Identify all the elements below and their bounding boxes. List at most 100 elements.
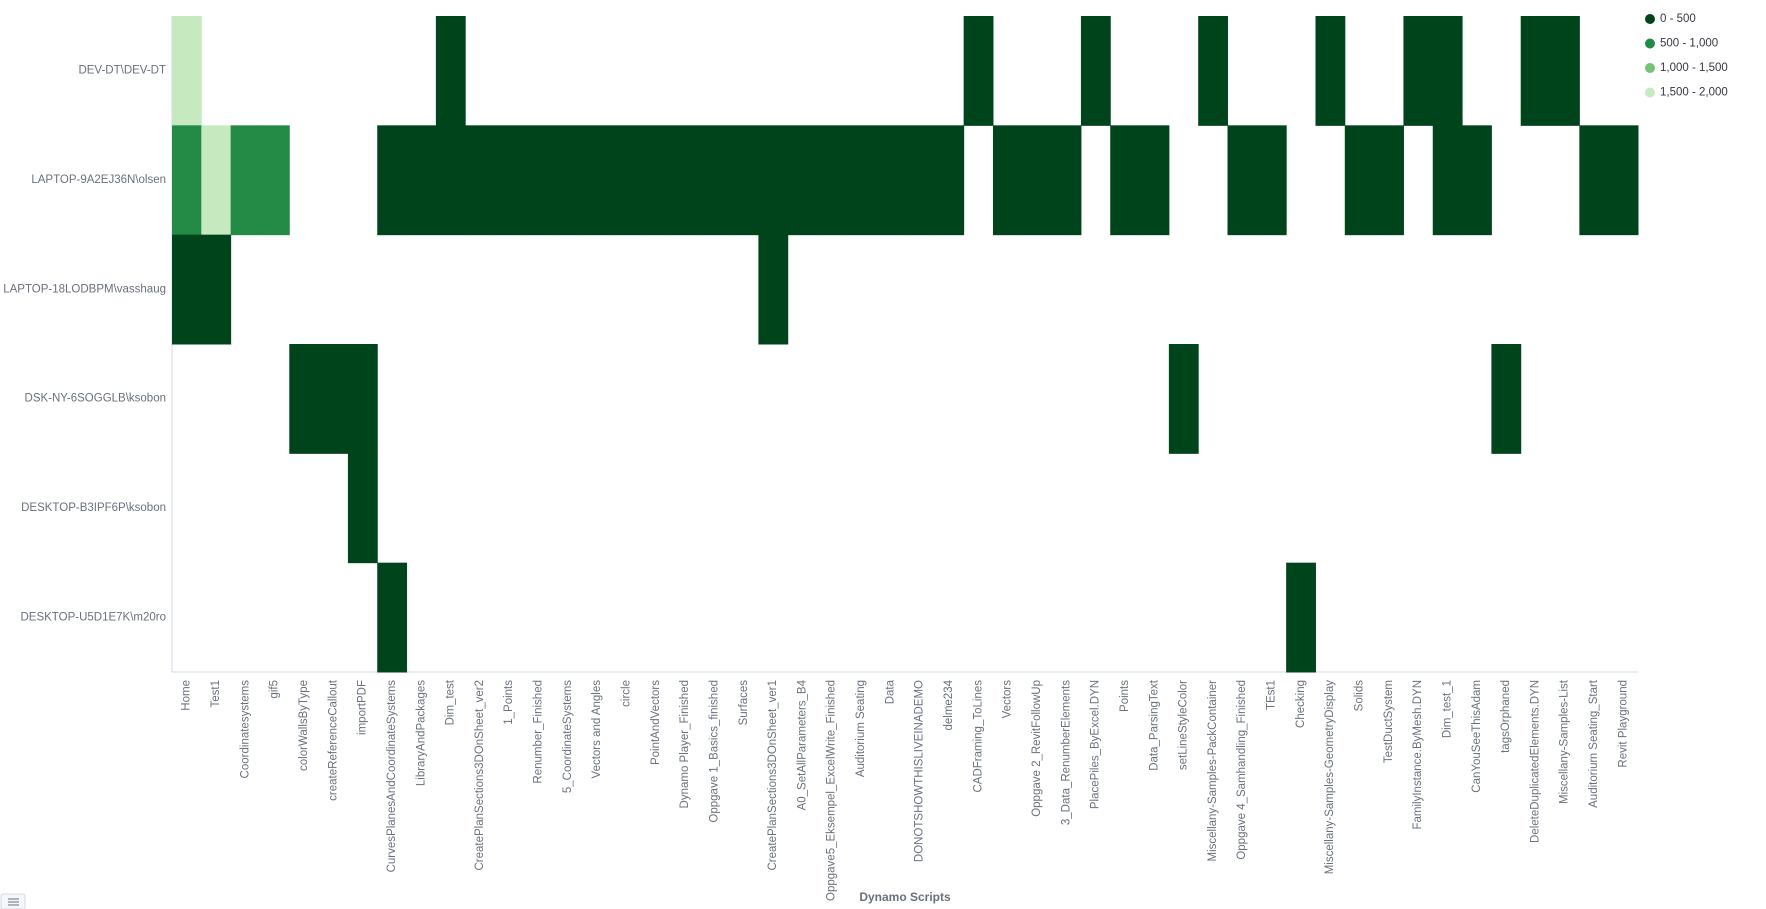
heatmap-cell <box>201 125 232 236</box>
heatmap-cell <box>406 125 437 236</box>
legend-label: 500 - 1,000 <box>1660 38 1718 50</box>
x-tick-label: Dynamo Player_Finished <box>679 680 691 808</box>
heatmap-cell <box>465 125 496 236</box>
heatmap-cell <box>318 344 349 454</box>
heatmap-cell <box>1198 16 1229 126</box>
x-tick-label: Miscellany-Samples-GeometryDisplay <box>1324 680 1336 875</box>
x-tick-label: Home <box>181 680 193 711</box>
heatmap-cell <box>201 234 232 345</box>
heatmap-cell <box>553 125 583 236</box>
heatmap-cell <box>846 125 877 236</box>
heatmap-cell <box>1110 125 1141 236</box>
legend-toggle[interactable] <box>0 893 26 909</box>
heatmap-cell <box>758 125 789 236</box>
x-tick-label: Auditorium Seating_Start <box>1588 679 1600 808</box>
x-tick-label: CADFraming_ToLines <box>972 680 984 793</box>
y-tick-label: DESKTOP-B3IPF6P\ksobon <box>21 502 166 514</box>
x-tick-label: Vectors <box>1002 680 1014 719</box>
x-tick-label: CreatePlanSections3DOnSheet_ver1 <box>767 680 779 871</box>
x-tick-label: DeleteDuplicatedElements.DYN <box>1529 680 1541 843</box>
heatmap-cell <box>992 125 1023 236</box>
heatmap-cell <box>172 234 202 345</box>
heatmap-cell <box>1608 125 1639 236</box>
heatmap-cell <box>230 125 261 236</box>
x-tick-label: FamilyInstance.ByMesh.DYN <box>1412 680 1424 830</box>
heatmap-cell <box>934 125 965 236</box>
x-tick-label: Revit Playground <box>1617 680 1629 768</box>
heatmap-cell <box>172 125 202 236</box>
heatmap-cell <box>1080 16 1111 126</box>
x-tick-label: CreatePlanSections3DOnSheet_ver2 <box>474 680 486 871</box>
heatmap-cell <box>905 125 935 236</box>
x-tick-label: CurvesPlanesAndCoordinateSystems <box>386 680 398 873</box>
legend-swatch <box>1645 87 1655 98</box>
heatmap-cell <box>1344 125 1375 236</box>
heatmap-cell <box>641 125 671 236</box>
x-tick-label: Auditorium Seating <box>855 680 867 777</box>
x-tick-label: Dim_test <box>445 679 457 725</box>
x-tick-label: tagsOrphaned <box>1500 680 1512 753</box>
legend-swatch <box>1645 14 1655 24</box>
x-tick-label: setLineStyleColor <box>1178 680 1190 770</box>
heatmap-cell <box>435 125 466 236</box>
heatmap-cell <box>758 234 789 345</box>
x-tick-label: Solids <box>1353 680 1365 712</box>
x-tick-label: gif5 <box>269 680 281 699</box>
x-tick-label: DONOTSHOWTHISLIVEINADEMO <box>914 680 926 862</box>
heatmap-cell <box>347 344 378 454</box>
x-tick-label: TestDuctSystem <box>1383 680 1395 763</box>
heatmap-cell <box>1432 16 1463 126</box>
heatmap-cell <box>1051 125 1082 236</box>
x-tick-label: CanYouSeeThisAdam <box>1471 680 1483 793</box>
heatmap-cell <box>670 125 701 236</box>
x-tick-label: delme234 <box>943 679 955 730</box>
heatmap-cell <box>1315 16 1346 126</box>
x-tick-label: Oppgave5_Eksempel_ExcelWrite_Finished <box>826 680 838 901</box>
heatmap-cell <box>875 125 906 236</box>
x-tick-label: Surfaces <box>738 680 750 726</box>
x-tick-label: colorWallsByType <box>298 680 310 771</box>
x-tick-label: importPDF <box>357 680 369 735</box>
x-tick-label: Oppgave 4_Samhandling_Finished <box>1236 680 1248 860</box>
legend-label: 1,000 - 1,500 <box>1660 62 1728 74</box>
y-tick-label: DSK-NY-6SOGGLB\ksobon <box>25 393 166 405</box>
x-tick-label: LibraryAndPackages <box>415 680 427 786</box>
heatmap-cell <box>1227 125 1258 236</box>
legend-swatch <box>1645 38 1655 49</box>
legend-swatch <box>1645 63 1655 73</box>
x-tick-label: 5_CoordinateSystems <box>562 680 574 793</box>
x-tick-label: circle <box>620 680 632 707</box>
x-tick-label: Miscellany-Samples-PackContainer <box>1207 680 1219 862</box>
heatmap-cell <box>1432 125 1463 236</box>
x-tick-label: PlacePiles_ByExcel.DYN <box>1090 680 1102 809</box>
x-tick-label: Coordinatesystems <box>239 680 251 779</box>
heatmap-cell <box>1403 16 1434 126</box>
heatmap-cell <box>729 125 759 236</box>
x-tick-label: Oppgave 2_RevitFollowUp <box>1031 680 1043 817</box>
x-tick-label: Miscellany-Samples-List <box>1559 679 1571 804</box>
x-tick-label: Points <box>1119 680 1131 712</box>
x-tick-label: Checking <box>1295 680 1307 728</box>
heatmap-cell <box>1256 125 1287 236</box>
legend-label: 1,500 - 2,000 <box>1660 87 1728 99</box>
heatmap-cell <box>817 125 847 236</box>
heatmap-cell <box>259 125 290 236</box>
heatmap-cell <box>1550 16 1580 126</box>
y-tick-label: LAPTOP-9A2EJ36N\olsen <box>31 174 166 186</box>
y-tick-label: DESKTOP-U5D1E7K\m20ro <box>20 611 166 623</box>
heatmap-cell <box>377 562 408 673</box>
heatmap-cell <box>435 16 466 126</box>
x-tick-label: Renumber_Finished <box>533 680 545 784</box>
heatmap-cell <box>1286 562 1316 673</box>
heatmap-cell <box>582 125 613 236</box>
x-tick-label: 3_Data_RenumberElements <box>1060 680 1072 825</box>
x-tick-label: Dim_test_1 <box>1441 680 1453 738</box>
heatmap-cell <box>1520 16 1551 126</box>
x-tick-label: PointAndVectors <box>650 680 662 765</box>
heatmap-cell <box>1139 125 1170 236</box>
heatmap-cell <box>172 16 202 126</box>
x-tick-label: A0_SetAllParameters_B4 <box>796 679 808 810</box>
x-tick-label: 1_Points <box>503 680 515 725</box>
heatmap-cell <box>699 125 730 236</box>
